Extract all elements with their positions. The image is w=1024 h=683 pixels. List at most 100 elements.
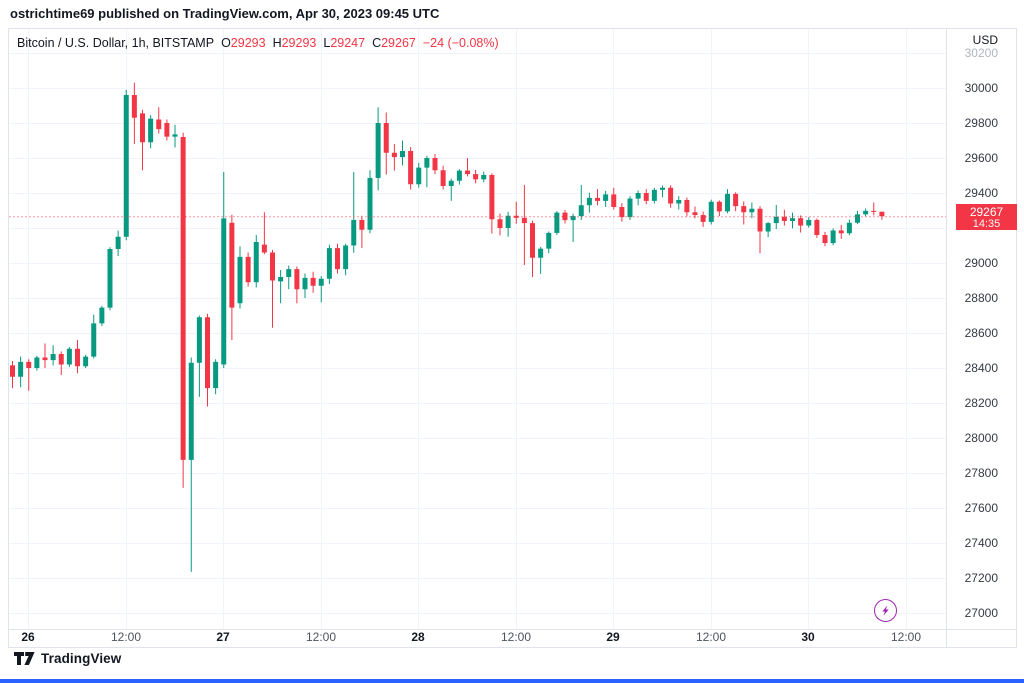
candle-body bbox=[172, 134, 178, 137]
time-tick-label: 29 bbox=[606, 630, 620, 644]
time-tick-label: 27 bbox=[216, 630, 230, 644]
candle-body bbox=[310, 277, 316, 286]
candle-body bbox=[635, 193, 641, 199]
candle-body bbox=[700, 215, 706, 222]
candle-body bbox=[846, 222, 852, 234]
open-value: 29293 bbox=[230, 36, 266, 50]
candle-body bbox=[830, 230, 836, 244]
time-tick-label: 12:00 bbox=[111, 630, 141, 644]
candle-body bbox=[708, 201, 714, 222]
price-tick-label: 28800 bbox=[965, 291, 999, 305]
candle-body bbox=[245, 256, 251, 283]
candle-body bbox=[83, 356, 89, 367]
candle-body bbox=[530, 223, 535, 258]
candle-body bbox=[781, 216, 787, 221]
candle-body bbox=[814, 219, 820, 235]
candle-body bbox=[692, 212, 698, 216]
candle-body bbox=[863, 210, 869, 215]
price-tick-label: 27600 bbox=[965, 501, 999, 515]
candle-body bbox=[822, 235, 828, 244]
close-value: 29267 bbox=[381, 36, 416, 50]
tradingview-logo-text: TradingView bbox=[41, 651, 122, 666]
attribution-text: ostrichtime69 published on TradingView.c… bbox=[10, 6, 440, 21]
candle-body bbox=[278, 277, 284, 282]
flash-button[interactable] bbox=[874, 599, 897, 622]
price-tick-label: 29400 bbox=[965, 186, 999, 200]
candle-body bbox=[456, 170, 462, 181]
candle-body bbox=[42, 357, 48, 361]
candle-body bbox=[164, 123, 170, 137]
candle-body bbox=[156, 119, 162, 130]
candle-body bbox=[668, 187, 674, 204]
candle-body bbox=[790, 218, 795, 221]
time-tick-label: 12:00 bbox=[696, 630, 726, 644]
price-tick-label: 27400 bbox=[965, 536, 999, 550]
candle-body bbox=[408, 151, 414, 185]
change-value: −24 (−0.08%) bbox=[422, 36, 499, 50]
candle-body bbox=[586, 197, 592, 206]
tradingview-logo-mark-icon bbox=[14, 652, 35, 665]
candle-body bbox=[465, 170, 470, 175]
candle-body bbox=[383, 123, 389, 153]
candle-body bbox=[505, 215, 511, 228]
candle-body bbox=[123, 95, 129, 237]
candle-body bbox=[115, 236, 121, 249]
candle-body bbox=[326, 248, 332, 279]
chart-frame bbox=[8, 28, 1017, 648]
candle-body bbox=[473, 174, 479, 180]
candle-body bbox=[26, 361, 32, 368]
price-tick-label: 27800 bbox=[965, 466, 999, 480]
currency-label: USD bbox=[973, 33, 999, 47]
candle-body bbox=[554, 212, 560, 233]
chart-legend: Bitcoin / U.S. Dollar, 1h, BITSTAMP O2929… bbox=[17, 36, 499, 50]
price-tick-label: 27200 bbox=[965, 571, 999, 585]
candle-body bbox=[733, 193, 739, 207]
candle-body bbox=[749, 208, 755, 213]
time-tick-label: 30 bbox=[801, 630, 815, 644]
candle-body bbox=[513, 215, 519, 218]
candle-body bbox=[261, 244, 267, 253]
candle-body bbox=[270, 252, 275, 281]
candle-body bbox=[148, 118, 154, 143]
candle-body bbox=[400, 151, 405, 158]
price-tick-label: 28200 bbox=[965, 396, 999, 410]
candle-body bbox=[481, 174, 487, 180]
low-value: 29247 bbox=[330, 36, 366, 50]
time-tick-label: 12:00 bbox=[891, 630, 921, 644]
candle-body bbox=[660, 187, 665, 190]
candle-body bbox=[351, 219, 357, 246]
candle-body bbox=[416, 167, 422, 185]
candle-body bbox=[391, 152, 397, 158]
candle-body bbox=[294, 269, 300, 290]
candle-body bbox=[50, 354, 56, 361]
candle-body bbox=[562, 212, 568, 221]
time-tick-label: 26 bbox=[21, 630, 35, 644]
candle-body bbox=[180, 137, 186, 460]
candle-body bbox=[424, 158, 430, 168]
candle-body bbox=[91, 323, 97, 357]
price-tick-label: 29000 bbox=[965, 256, 999, 270]
bottom-accent-bar bbox=[0, 679, 1024, 683]
candle-body bbox=[440, 170, 446, 186]
high-value: 29293 bbox=[281, 36, 317, 50]
candle-body bbox=[75, 348, 80, 367]
price-tick-label: 29600 bbox=[965, 151, 999, 165]
price-tick-label: 28600 bbox=[965, 326, 999, 340]
candle-body bbox=[684, 200, 690, 213]
candle-body bbox=[595, 197, 600, 201]
candle-body bbox=[546, 232, 552, 249]
candle-body bbox=[879, 211, 885, 217]
time-axis-labels: 26 12:00 27 12:00 28 12:00 29 12:00 30 12:00 bbox=[21, 630, 921, 644]
low-label: L bbox=[323, 36, 331, 50]
badge-price: 29267 bbox=[969, 205, 1004, 219]
candle-body bbox=[237, 256, 243, 304]
candle-body bbox=[489, 174, 495, 220]
candle-body bbox=[538, 248, 544, 258]
candle-body bbox=[627, 198, 633, 218]
candle-body bbox=[99, 307, 105, 324]
tradingview-logo[interactable]: TradingView bbox=[14, 651, 121, 666]
time-tick-label: 12:00 bbox=[306, 630, 336, 644]
candle-body bbox=[676, 200, 682, 204]
